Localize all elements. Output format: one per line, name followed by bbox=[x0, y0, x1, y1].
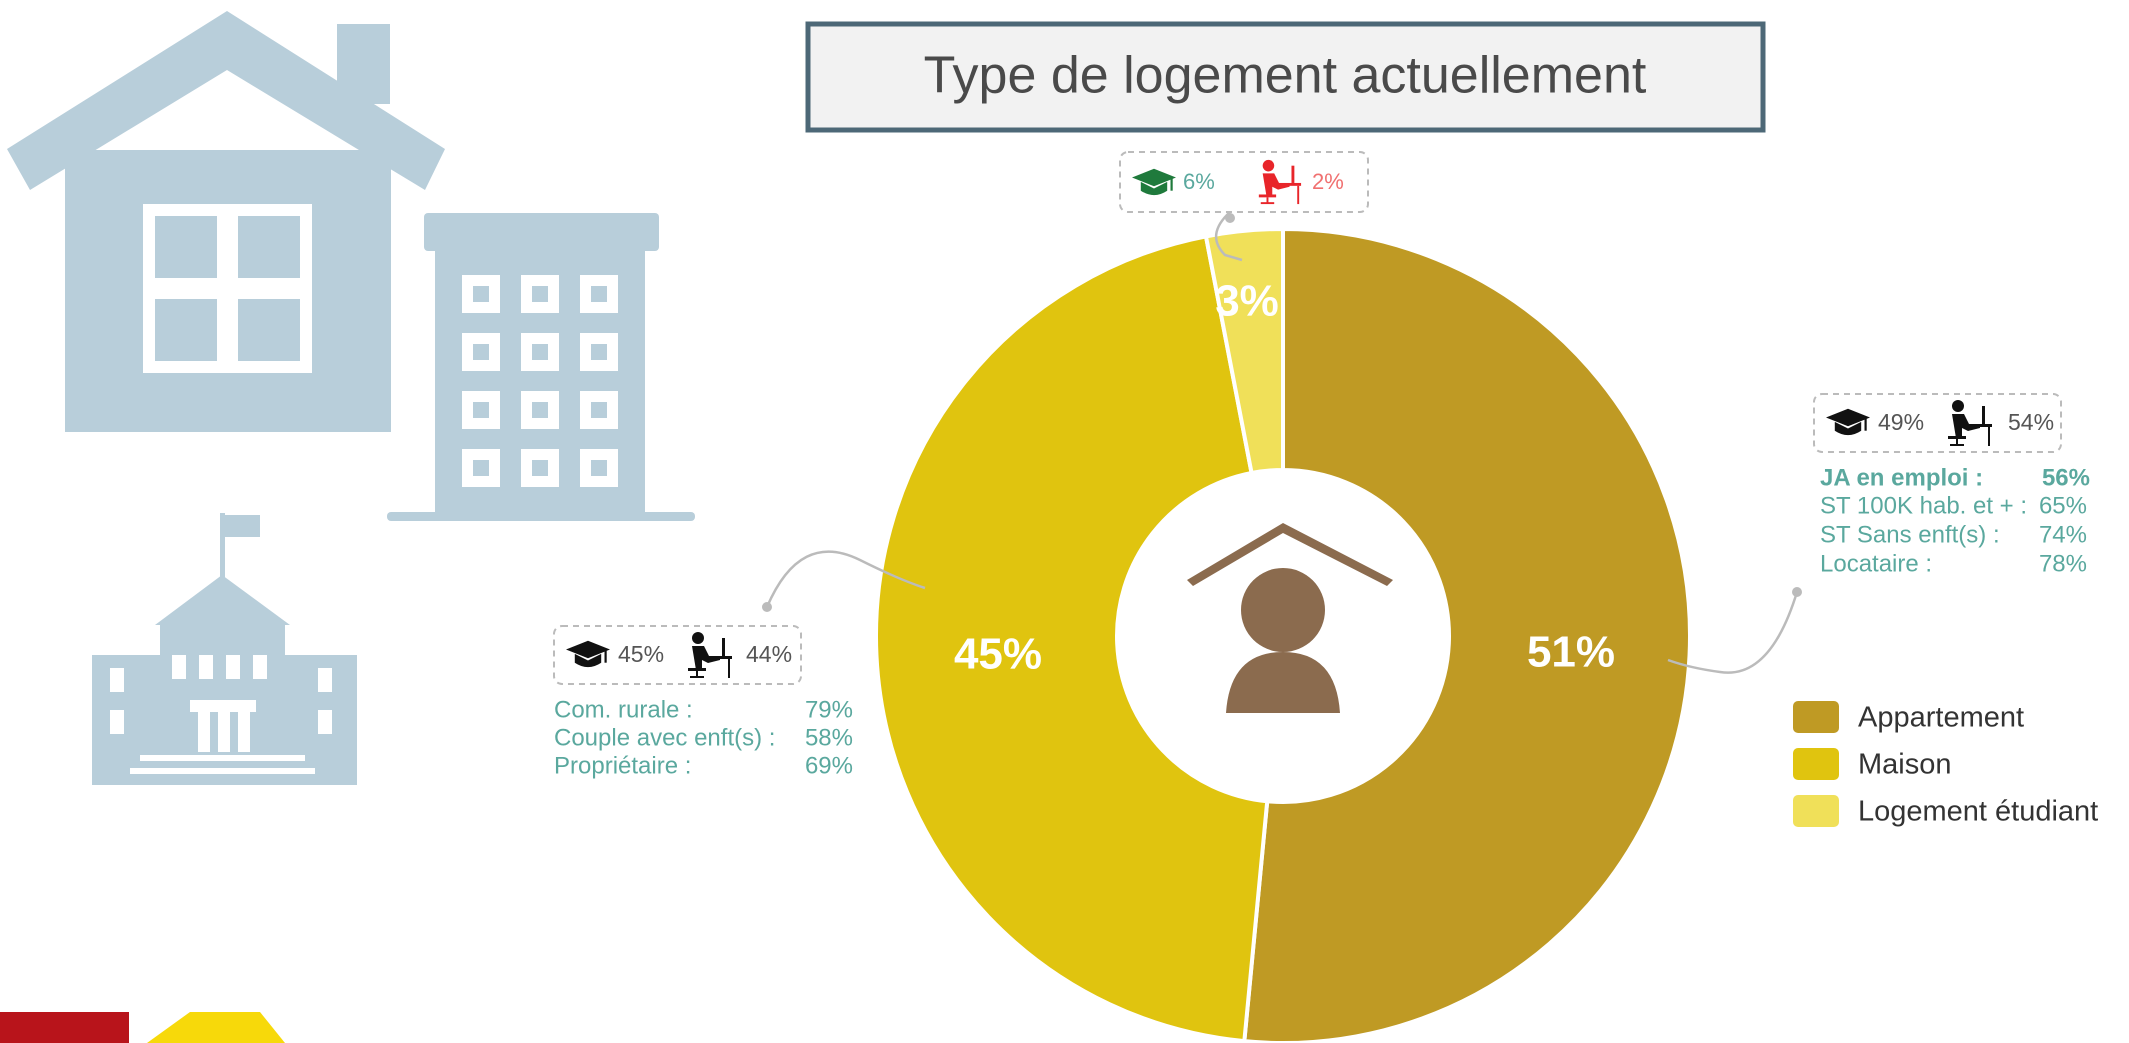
connector-dot bbox=[1792, 587, 1802, 597]
legend-swatch bbox=[1793, 795, 1839, 827]
connector-dot bbox=[762, 602, 772, 612]
row-value: 56% bbox=[2042, 464, 2090, 491]
decoration-school bbox=[92, 513, 357, 785]
row-label: ST 100K hab. et + : bbox=[1820, 492, 2027, 519]
connector-dot bbox=[1225, 213, 1235, 223]
legend-swatch bbox=[1793, 701, 1839, 733]
row-label: JA en emploi : bbox=[1820, 464, 1983, 491]
legend-swatch bbox=[1793, 748, 1839, 780]
row-value: 74% bbox=[2039, 521, 2087, 548]
worker-share: 44% bbox=[746, 641, 792, 667]
annotation: 6% 2% bbox=[1120, 152, 1368, 212]
legend-label: Appartement bbox=[1858, 702, 2024, 734]
student-share: 45% bbox=[618, 641, 664, 667]
row-value: 65% bbox=[2039, 492, 2087, 519]
row-value: 78% bbox=[2039, 550, 2087, 577]
annotation: 45% 44% Com. rurale : 79% Couple avec en… bbox=[554, 626, 853, 779]
row-value: 69% bbox=[805, 752, 853, 779]
value-label: 3% bbox=[1215, 277, 1279, 326]
decoration-house bbox=[7, 11, 445, 432]
legend-label: Maison bbox=[1858, 749, 1952, 781]
annotation: 49% 54% JA en emploi : 56% ST 100K hab. … bbox=[1814, 394, 2090, 577]
row-value: 79% bbox=[805, 696, 853, 723]
row-label: Locataire : bbox=[1820, 550, 1932, 577]
row-label: Couple avec enft(s) : bbox=[554, 724, 775, 751]
worker-share: 2% bbox=[1312, 169, 1344, 194]
row-label: ST Sans enft(s) : bbox=[1820, 521, 2000, 548]
page: {"chart_data": { "type": "donut", "title… bbox=[0, 0, 2129, 1043]
student-share: 49% bbox=[1878, 409, 1924, 435]
legend: Appartement Maison Logement étudiant bbox=[1793, 701, 2098, 828]
infographic: Type de logement actuellement 51% 45% 3% 6… bbox=[0, 0, 2129, 1043]
value-label: 51% bbox=[1527, 628, 1615, 677]
worker-share: 54% bbox=[2008, 409, 2054, 435]
logo bbox=[147, 1012, 285, 1043]
decoration-building bbox=[387, 213, 695, 521]
logo bbox=[0, 1012, 129, 1043]
row-value: 58% bbox=[805, 724, 853, 751]
value-label: 45% bbox=[954, 630, 1042, 679]
row-label: Com. rurale : bbox=[554, 696, 693, 723]
legend-label: Logement étudiant bbox=[1858, 796, 2098, 828]
student-share: 6% bbox=[1183, 169, 1215, 194]
center-icon bbox=[1121, 474, 1445, 798]
row-label: Propriétaire : bbox=[554, 752, 691, 779]
chart-title: Type de logement actuellement bbox=[924, 47, 1647, 105]
